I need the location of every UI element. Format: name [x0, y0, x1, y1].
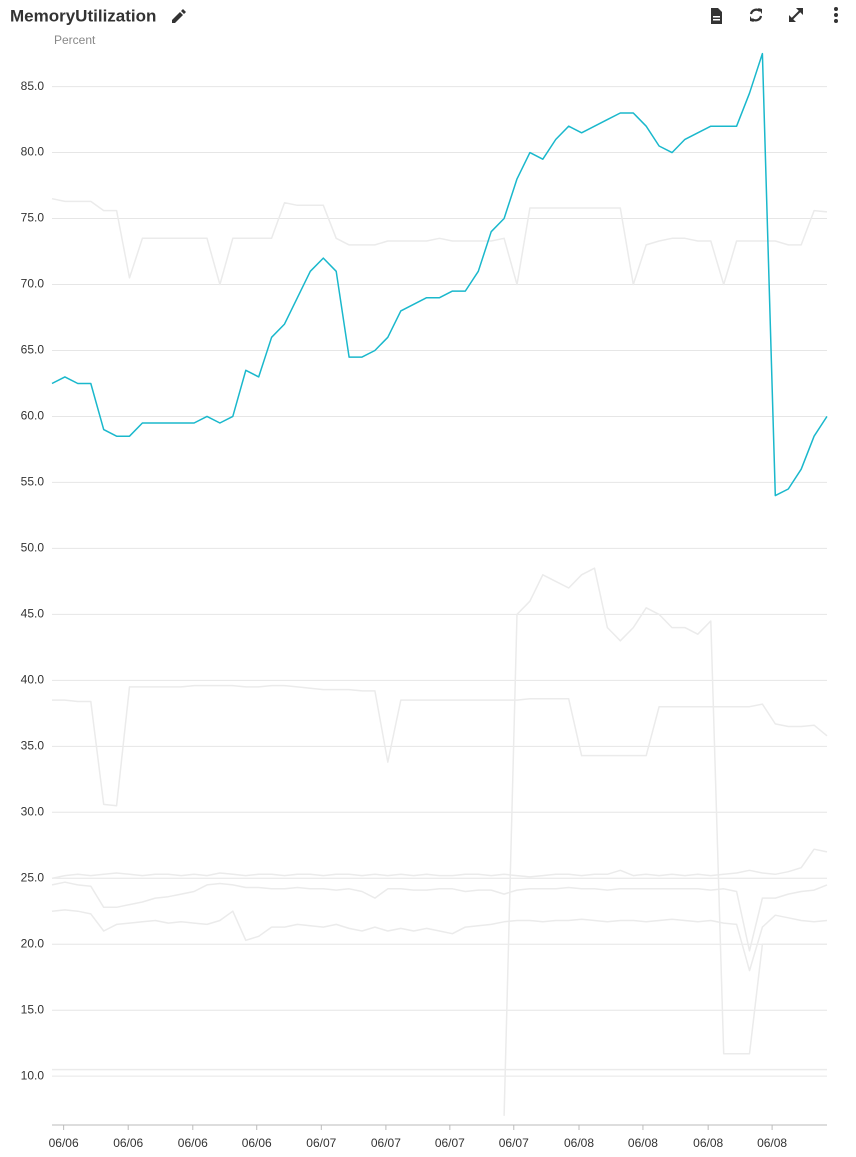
y-tick-label: 65.0 — [21, 343, 45, 357]
x-tick-label: 06/07 — [435, 1136, 465, 1150]
series-line — [51, 909, 828, 972]
expand-icon[interactable] — [789, 8, 803, 22]
y-tick-label: 85.0 — [21, 79, 45, 93]
more-icon[interactable] — [834, 7, 838, 23]
x-tick-label: 06/06 — [178, 1136, 208, 1150]
series-line — [51, 52, 828, 497]
y-tick-label: 40.0 — [21, 673, 45, 687]
y-tick-label: 50.0 — [21, 541, 45, 555]
y-axis-label: Percent — [54, 33, 96, 47]
y-tick-label: 80.0 — [21, 145, 45, 159]
x-tick-label: 06/08 — [564, 1136, 594, 1150]
y-tick-label: 70.0 — [21, 277, 45, 291]
y-tick-label: 60.0 — [21, 409, 45, 423]
x-tick-label: 06/07 — [371, 1136, 401, 1150]
series-line — [503, 567, 827, 1116]
export-icon[interactable] — [711, 8, 722, 24]
y-tick-label: 25.0 — [21, 870, 45, 884]
y-tick-label: 15.0 — [21, 1002, 45, 1016]
y-tick-label: 45.0 — [21, 607, 45, 621]
y-tick-label: 30.0 — [21, 804, 45, 818]
y-tick-label: 20.0 — [21, 936, 45, 950]
refresh-icon[interactable] — [749, 8, 763, 22]
y-tick-label: 75.0 — [21, 211, 45, 225]
x-tick-label: 06/08 — [693, 1136, 723, 1150]
x-tick-label: 06/08 — [628, 1136, 658, 1150]
x-tick-label: 06/06 — [49, 1136, 79, 1150]
edit-icon[interactable] — [172, 9, 186, 23]
x-tick-label: 06/08 — [757, 1136, 787, 1150]
x-tick-label: 06/07 — [306, 1136, 336, 1150]
series-line — [51, 197, 828, 286]
series-line — [51, 881, 828, 952]
y-tick-label: 10.0 — [21, 1068, 45, 1082]
series-line — [51, 848, 828, 880]
x-tick-label: 06/06 — [113, 1136, 143, 1150]
x-tick-label: 06/07 — [499, 1136, 529, 1150]
y-tick-label: 35.0 — [21, 738, 45, 752]
y-tick-label: 55.0 — [21, 475, 45, 489]
chart-title: MemoryUtilization — [10, 6, 156, 25]
x-tick-label: 06/06 — [242, 1136, 272, 1150]
series-line — [52, 684, 828, 807]
